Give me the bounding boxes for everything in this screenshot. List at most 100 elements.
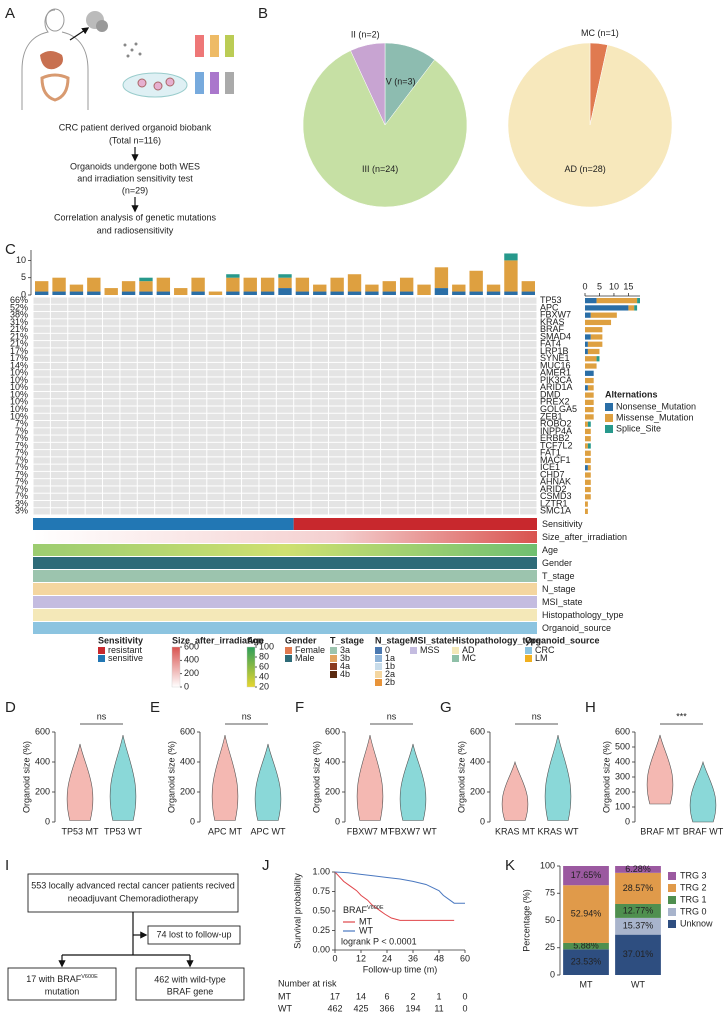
matrix-cell [259,413,276,421]
matrix-cell [398,355,415,362]
matrix-cell [155,486,172,493]
matrix-cell [433,326,450,333]
matrix-cell [381,399,398,406]
risk-row-label: WT [278,1003,292,1013]
matrix-cell [311,370,328,377]
matrix-cell [33,471,50,479]
matrix-cell [398,333,415,341]
y-tick-label: 200 [325,786,340,796]
y-axis-label: Organoid size (%) [21,741,31,813]
matrix-cell [433,450,450,457]
panel-label: E [150,699,160,716]
matrix-cell [172,450,189,457]
matrix-cell [415,413,433,421]
matrix-cell [381,486,398,493]
matrix-cell [172,406,189,413]
matrix-cell [381,362,398,370]
bar-segment [563,949,609,975]
sample-bar [504,260,518,292]
matrix-cell [224,384,242,391]
gene-bar [585,436,591,442]
matrix-cell [50,457,68,464]
matrix-cell [224,435,242,442]
x-tick-label: 15 [623,281,633,291]
legend-label: sensitive [108,653,143,663]
matrix-cell [381,508,398,515]
y-tick-label: 200 [470,786,485,796]
gene-bar [587,348,600,355]
gene-bar [587,385,594,391]
matrix-cell [502,377,520,384]
gene-bar [585,392,594,398]
matrix-cell [120,500,137,508]
matrix-cell [224,399,242,406]
matrix-cell [502,304,520,312]
matrix-cell [276,406,294,413]
matrix-cell [155,297,172,304]
matrix-cell [207,362,224,370]
x-axis-label: Follow-up time (m) [363,964,438,974]
matrix-cell [520,406,537,413]
sample-bar [452,291,466,295]
matrix-cell [294,450,311,457]
sample-bar [156,277,171,292]
matrix-cell [450,384,467,391]
significance: ns [242,711,252,721]
legend-label: WT [359,925,373,935]
matrix-cell [311,348,328,355]
matrix-cell [346,500,363,508]
sample-bar [347,291,362,295]
matrix-cell [189,435,207,442]
frequency-label: 10% [10,382,28,392]
matrix-cell [520,355,537,362]
matrix-cell [502,413,520,421]
gene-bar [587,421,591,427]
matrix-cell [381,471,398,479]
matrix-cell [328,384,346,391]
matrix-cell [294,399,311,406]
matrix-cell [224,297,242,304]
flow-text: and irradiation sensitivity test [77,173,193,183]
matrix-cell [137,399,155,406]
matrix-cell [242,355,259,362]
matrix-cell [242,493,259,500]
matrix-cell [224,406,242,413]
matrix-cell [50,464,68,471]
matrix-cell [520,333,537,341]
matrix-cell [502,370,520,377]
matrix-cell [33,457,50,464]
matrix-cell [85,508,103,515]
matrix-cell [433,341,450,348]
matrix-cell [346,450,363,457]
matrix-cell [415,348,433,355]
matrix-cell [433,421,450,428]
matrix-cell [467,384,485,391]
legend-label: 4a [340,661,350,671]
matrix-cell [33,370,50,377]
matrix-cell [502,341,520,348]
matrix-cell [415,304,433,312]
matrix-cell [33,348,50,355]
matrix-cell [155,384,172,391]
gene-bar [585,508,588,514]
bar-segment [615,934,661,975]
matrix-cell [346,304,363,312]
matrix-cell [224,508,242,515]
matrix-cell [137,486,155,493]
matrix-cell [450,348,467,355]
matrix-cell [33,377,50,384]
matrix-cell [137,377,155,384]
matrix-cell [207,399,224,406]
matrix-cell [120,508,137,515]
matrix-cell [120,304,137,312]
track-label: Age [542,545,558,555]
matrix-cell [485,457,502,464]
matrix-cell [276,500,294,508]
matrix-cell [467,493,485,500]
matrix-cell [189,355,207,362]
matrix-cell [415,486,433,493]
sample-bar [278,274,292,278]
matrix-cell [68,391,85,399]
frequency-label: 52% [10,302,28,312]
matrix-cell [259,362,276,370]
